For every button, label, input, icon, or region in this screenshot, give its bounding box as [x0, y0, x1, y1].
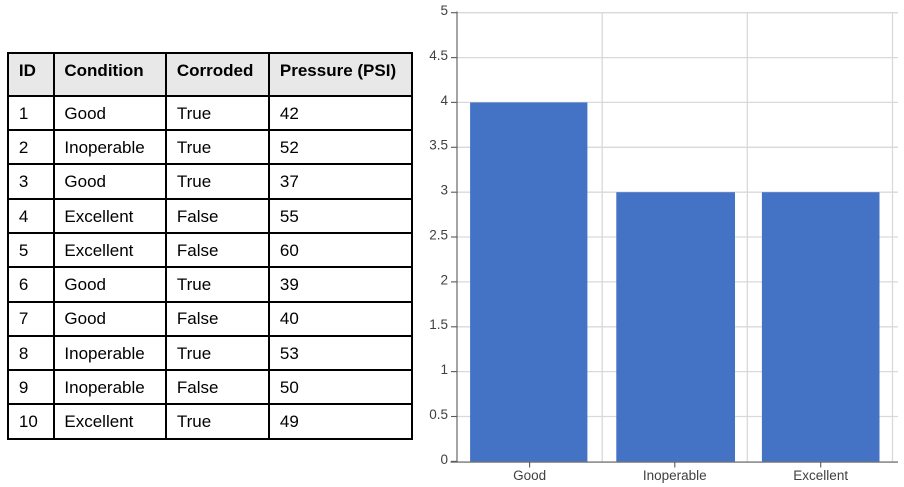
svg-text:0: 0	[440, 452, 448, 467]
svg-text:2: 2	[440, 272, 448, 287]
svg-text:5: 5	[440, 3, 448, 18]
svg-text:4: 4	[440, 93, 448, 108]
svg-text:Excellent: Excellent	[793, 468, 848, 483]
svg-text:Good: Good	[513, 468, 546, 483]
svg-text:3.5: 3.5	[429, 138, 448, 153]
svg-text:Inoperable: Inoperable	[643, 468, 707, 483]
svg-text:1.5: 1.5	[429, 317, 448, 332]
svg-text:1: 1	[440, 362, 448, 377]
svg-text:3: 3	[440, 183, 448, 198]
svg-text:2.5: 2.5	[429, 227, 448, 242]
svg-text:0.5: 0.5	[429, 407, 448, 422]
svg-text:4.5: 4.5	[429, 48, 448, 63]
